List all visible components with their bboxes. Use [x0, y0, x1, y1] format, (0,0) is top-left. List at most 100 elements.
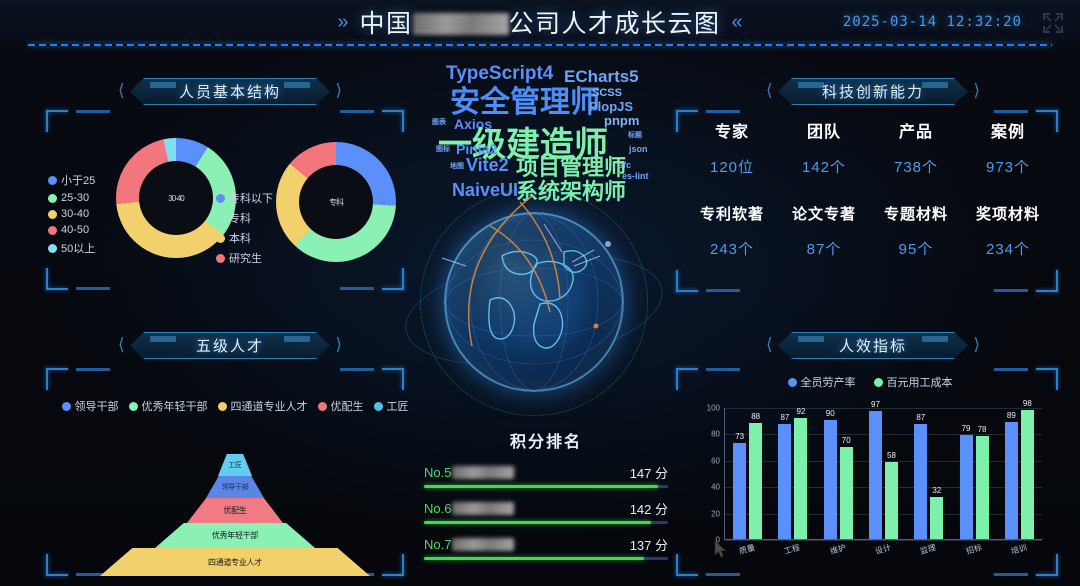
- skills-wordcloud[interactable]: TypeScript4 ECharts5 安全管理师 SCSS PlopJS pnpm 图表…: [432, 62, 662, 217]
- bar-chart-legend: 全员劳产率 百元用工成本: [684, 374, 1056, 390]
- gridline: [725, 460, 1042, 462]
- legend-item[interactable]: 四通道专业人才: [217, 398, 308, 414]
- legend-label: 40-50: [61, 224, 90, 236]
- legend-color-dot: [48, 243, 57, 253]
- bar[interactable]: 88: [749, 412, 763, 539]
- bar-value-label: 78: [977, 425, 987, 435]
- wordcloud-word[interactable]: pnpm: [604, 113, 640, 128]
- bar[interactable]: 98: [1020, 399, 1034, 539]
- legend-item[interactable]: 小于25: [48, 172, 95, 188]
- header-divider: [28, 44, 1052, 46]
- legend-item[interactable]: 领导干部: [61, 398, 119, 414]
- pyramid-layer-3: 优配生: [187, 498, 283, 523]
- education-donut-chart[interactable]: 专科: [276, 142, 396, 262]
- ranking-name: No.6: [424, 501, 515, 516]
- wordcloud-word[interactable]: 图标: [436, 146, 450, 153]
- wordcloud-word[interactable]: es-lint: [622, 171, 649, 181]
- wordcloud-word[interactable]: Axios: [454, 116, 493, 132]
- x-axis-label: 招标: [964, 542, 983, 557]
- wordcloud-word[interactable]: 地图: [450, 163, 464, 170]
- legend-label: 研究生: [229, 253, 262, 265]
- bar[interactable]: 70: [839, 436, 853, 539]
- bar[interactable]: 32: [930, 486, 944, 539]
- bar-value-label: 92: [796, 406, 806, 416]
- age-donut-chart[interactable]: 30-40: [116, 138, 236, 258]
- bar[interactable]: 89: [1004, 411, 1018, 539]
- legend-item[interactable]: 全员劳产率: [787, 374, 856, 390]
- globe-visualization[interactable]: [397, 188, 671, 428]
- legend-color-dot: [48, 175, 57, 185]
- ranking-row[interactable]: No.5 147 分: [424, 463, 668, 488]
- ranking-row[interactable]: No.6 142 分: [424, 499, 668, 524]
- bar-group: 87 32: [914, 408, 944, 539]
- legend-item[interactable]: 研究生: [216, 250, 273, 266]
- wordcloud-word[interactable]: sfc: [618, 160, 632, 170]
- x-axis-label: 监理: [919, 542, 938, 557]
- bar-value-label: 88: [751, 411, 761, 421]
- title-left-chevron-icon: »: [337, 11, 349, 33]
- legend-item[interactable]: 专科以下: [216, 190, 273, 206]
- bar[interactable]: 87: [778, 413, 792, 539]
- y-axis-tick: 80: [711, 429, 720, 439]
- wordcloud-word[interactable]: 安全管理师: [450, 86, 600, 119]
- ranking-rows: No.5 147 分 No.6 142 分 No.7 137 分: [424, 463, 668, 560]
- wordcloud-word[interactable]: SCSS: [592, 87, 622, 99]
- bar-value-label: 87: [916, 413, 926, 423]
- kpi-label: 奖项材料: [975, 206, 1040, 223]
- kpi-cell: 案例 973个: [962, 118, 1054, 177]
- legend-item[interactable]: 40-50: [48, 224, 95, 236]
- bar-chart-plot: 0 20 40 60 80 100 73 88 87 92 90 70 97 58 87 32 79 78 89 9…: [707, 399, 1042, 545]
- wordcloud-word[interactable]: 图表: [432, 119, 446, 126]
- legend-item[interactable]: 百元用工成本: [873, 374, 953, 390]
- panel-title-structure-text: 人员基本结构: [178, 84, 281, 101]
- bar[interactable]: 79: [959, 424, 973, 539]
- wordcloud-word[interactable]: Vite2: [466, 155, 509, 175]
- bar[interactable]: 97: [868, 400, 882, 539]
- efficiency-bar-chart[interactable]: 全员劳产率 百元用工成本 0 20 40 60 80 100 73 88 87 92 90 70 97 5…: [684, 374, 1056, 574]
- legend-color-dot: [873, 377, 883, 387]
- legend-item[interactable]: 本科: [216, 230, 273, 246]
- wordcloud-word[interactable]: 一级建造师: [438, 126, 608, 164]
- fullscreen-icon[interactable]: [1042, 12, 1064, 34]
- legend-item[interactable]: 25-30: [48, 192, 95, 204]
- kpi-label: 案例: [990, 124, 1025, 141]
- bar[interactable]: 73: [733, 432, 747, 539]
- wordcloud-word[interactable]: TypeScript4: [446, 63, 554, 84]
- wordcloud-word[interactable]: ECharts5: [564, 67, 639, 86]
- talent-pyramid-layers[interactable]: 工匠 领导干部 优配生 优秀年轻干部 四通道专业人才: [60, 450, 410, 576]
- gridline: [725, 513, 1042, 515]
- wordcloud-word[interactable]: 项目管理师: [516, 155, 627, 180]
- bar[interactable]: 90: [823, 409, 837, 539]
- wordcloud-word[interactable]: 标题: [628, 132, 642, 139]
- ranking-row[interactable]: No.7 137 分: [424, 535, 668, 560]
- education-donut-center-label: 专科: [329, 197, 344, 207]
- bar-chart-x-axis-labels: 质量 工程 维护 设计 监理 招标 培训: [724, 542, 1042, 557]
- legend-label: 25-30: [61, 192, 90, 204]
- banner-right-chevron-icon: ⟩: [973, 81, 980, 100]
- legend-item[interactable]: 优配生: [317, 398, 364, 414]
- kpi-cell: 团队 142个: [778, 118, 870, 177]
- wordcloud-word[interactable]: PlopJS: [589, 99, 634, 114]
- ranking-progress-fill: [424, 521, 651, 524]
- bar[interactable]: 78: [975, 425, 989, 539]
- panel-title-efficiency-text: 人效指标: [838, 338, 907, 355]
- bar[interactable]: 92: [794, 407, 808, 539]
- legend-item[interactable]: 30-40: [48, 208, 95, 220]
- x-axis-label: 培训: [1010, 542, 1029, 557]
- bar[interactable]: 87: [914, 413, 928, 539]
- legend-item[interactable]: 专科: [216, 210, 273, 226]
- kpi-value: 973个: [985, 159, 1031, 176]
- legend-label: 优配生: [330, 401, 364, 413]
- wordcloud-word[interactable]: Pinia2: [456, 141, 498, 157]
- wordcloud-word[interactable]: json: [629, 144, 648, 154]
- legend-item[interactable]: 50以上: [48, 240, 95, 256]
- banner-right-chevron-icon: ⟩: [973, 335, 980, 354]
- legend-item[interactable]: 优秀年轻干部: [128, 398, 208, 414]
- gridline: [725, 540, 1042, 541]
- x-axis-label: 工程: [783, 542, 802, 557]
- legend-item[interactable]: 工匠: [373, 398, 409, 414]
- bar[interactable]: 58: [884, 451, 898, 539]
- kpi-value: 243个: [709, 241, 755, 258]
- panel-title-talent-text: 五级人才: [195, 338, 264, 355]
- dashboard-title-wrap: » 中国 公司人才成长云图 «: [0, 4, 1080, 40]
